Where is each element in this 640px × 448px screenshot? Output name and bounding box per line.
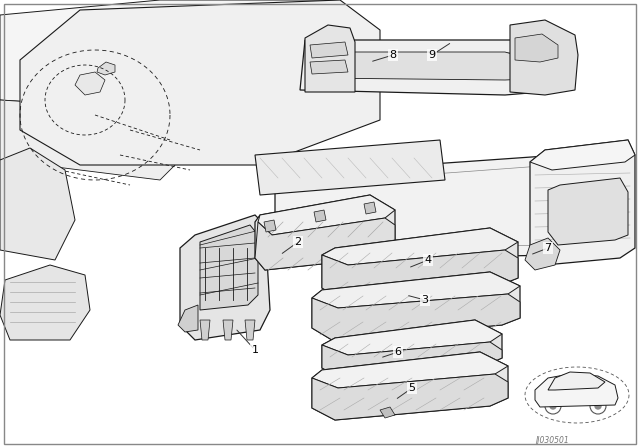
- Polygon shape: [310, 42, 348, 58]
- Circle shape: [347, 207, 353, 213]
- Text: 1: 1: [252, 345, 259, 355]
- Polygon shape: [312, 272, 520, 340]
- Polygon shape: [75, 72, 105, 95]
- Circle shape: [497, 207, 503, 213]
- Polygon shape: [200, 320, 210, 340]
- Polygon shape: [312, 374, 508, 420]
- Ellipse shape: [536, 250, 554, 260]
- Polygon shape: [255, 218, 395, 270]
- Circle shape: [592, 222, 598, 228]
- Polygon shape: [312, 272, 520, 308]
- Polygon shape: [0, 0, 340, 105]
- Polygon shape: [322, 320, 502, 355]
- Polygon shape: [380, 407, 395, 418]
- Polygon shape: [0, 265, 90, 340]
- Text: 3: 3: [422, 295, 429, 305]
- Polygon shape: [305, 25, 355, 92]
- Polygon shape: [314, 210, 326, 222]
- Circle shape: [550, 403, 556, 409]
- Polygon shape: [245, 320, 255, 340]
- Polygon shape: [530, 140, 635, 170]
- Polygon shape: [310, 60, 348, 74]
- Polygon shape: [20, 0, 380, 165]
- Polygon shape: [178, 305, 198, 332]
- Polygon shape: [255, 195, 395, 270]
- Polygon shape: [264, 220, 276, 232]
- Circle shape: [595, 403, 601, 409]
- Text: 2: 2: [294, 237, 301, 247]
- Polygon shape: [510, 20, 578, 95]
- Polygon shape: [530, 140, 635, 265]
- Text: 8: 8: [389, 50, 397, 60]
- Polygon shape: [322, 320, 502, 380]
- Circle shape: [417, 207, 423, 213]
- Polygon shape: [322, 342, 502, 380]
- Polygon shape: [275, 155, 620, 260]
- Polygon shape: [200, 225, 258, 310]
- Text: 7: 7: [545, 243, 552, 253]
- Polygon shape: [322, 250, 518, 300]
- Text: 4: 4: [424, 255, 431, 265]
- Text: 5: 5: [408, 383, 415, 393]
- Polygon shape: [364, 202, 376, 214]
- Polygon shape: [0, 100, 200, 180]
- Polygon shape: [312, 352, 508, 388]
- Polygon shape: [535, 374, 618, 407]
- Text: 9: 9: [428, 50, 436, 60]
- Polygon shape: [548, 178, 628, 245]
- Polygon shape: [97, 62, 115, 75]
- Polygon shape: [312, 352, 508, 420]
- Text: 6: 6: [394, 347, 401, 357]
- Polygon shape: [548, 372, 605, 390]
- Polygon shape: [255, 140, 445, 195]
- Polygon shape: [180, 215, 270, 340]
- Circle shape: [592, 197, 598, 203]
- Polygon shape: [312, 294, 520, 340]
- Polygon shape: [0, 148, 75, 260]
- Polygon shape: [300, 40, 565, 95]
- Polygon shape: [258, 195, 395, 235]
- Polygon shape: [515, 34, 558, 62]
- Polygon shape: [322, 228, 518, 265]
- Polygon shape: [223, 320, 233, 340]
- Text: JJ030501: JJ030501: [535, 435, 569, 444]
- Polygon shape: [322, 228, 518, 300]
- Polygon shape: [525, 238, 560, 270]
- Polygon shape: [315, 52, 550, 80]
